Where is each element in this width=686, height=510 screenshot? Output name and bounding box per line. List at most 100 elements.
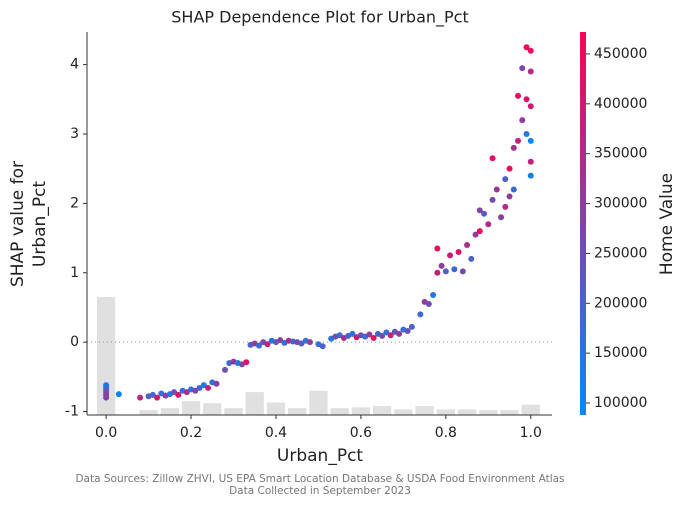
x-tick-label: 0.0: [95, 425, 117, 441]
point: [451, 266, 458, 273]
point: [115, 391, 122, 398]
point: [502, 203, 509, 210]
point: [243, 359, 250, 366]
point: [510, 186, 517, 193]
point: [434, 245, 441, 252]
point: [485, 221, 492, 228]
colorbar-tick-label: 400000: [594, 96, 647, 112]
point: [425, 300, 432, 307]
colorbar-tick-label: 250000: [594, 245, 647, 261]
y-tick-label: 4: [70, 57, 79, 73]
point: [523, 130, 530, 137]
histogram-bar: [245, 392, 264, 415]
point: [506, 165, 513, 172]
point: [459, 268, 466, 275]
histogram-bar: [415, 405, 434, 415]
point: [383, 329, 390, 336]
point: [171, 389, 178, 396]
histogram-bar: [181, 401, 201, 415]
point: [447, 252, 454, 259]
histogram-bar: [139, 410, 158, 415]
footnote: Data Sources: Zillow ZHVI, US EPA Smart …: [75, 473, 564, 485]
histogram-bar: [288, 408, 307, 415]
point: [527, 172, 534, 179]
histogram-bar: [203, 403, 222, 415]
point: [506, 193, 513, 200]
point: [336, 332, 343, 339]
colorbar: [580, 32, 586, 415]
y-axis-label: SHAP value for: [8, 161, 28, 287]
point: [502, 176, 509, 183]
point: [476, 207, 483, 214]
x-tick-label: 0.2: [180, 425, 202, 441]
point: [481, 210, 488, 217]
histogram-bar: [457, 409, 477, 415]
point: [103, 394, 110, 401]
point: [404, 328, 411, 335]
point: [222, 366, 229, 373]
point: [489, 155, 496, 162]
point: [527, 47, 534, 54]
y-tick-label: 2: [70, 195, 79, 211]
histogram-bar: [521, 404, 540, 415]
histogram-bar: [479, 410, 498, 415]
point: [205, 384, 212, 391]
histogram-bar: [96, 297, 116, 415]
histogram-bar: [330, 408, 349, 415]
x-tick-label: 1.0: [520, 425, 542, 441]
chart-title: SHAP Dependence Plot for Urban_Pct: [171, 8, 468, 28]
point: [523, 44, 530, 51]
point: [489, 196, 496, 203]
histogram-bar: [160, 408, 179, 415]
histogram-bar: [500, 410, 519, 415]
colorbar-tick-label: 100000: [594, 395, 647, 411]
point: [417, 311, 424, 318]
point: [277, 337, 284, 344]
point: [192, 387, 199, 394]
colorbar-tick-label: 200000: [594, 295, 647, 311]
point: [349, 330, 356, 337]
point: [438, 262, 445, 269]
colorbar-tick-label: 300000: [594, 196, 647, 212]
point: [527, 158, 534, 165]
point: [154, 394, 161, 401]
point: [387, 332, 394, 339]
point: [319, 343, 326, 350]
x-tick-label: 0.8: [435, 425, 457, 441]
footnote: Data Collected in September 2023: [229, 485, 411, 497]
histogram-bar: [394, 409, 413, 415]
x-tick-label: 0.4: [265, 425, 287, 441]
point: [519, 65, 526, 72]
point: [493, 186, 500, 193]
y-tick-label: 1: [70, 265, 79, 281]
colorbar-label: Home Value: [657, 173, 677, 275]
point: [255, 342, 262, 349]
point: [370, 334, 377, 341]
point: [498, 214, 505, 221]
point: [408, 323, 415, 330]
point: [434, 269, 441, 276]
point: [183, 389, 190, 396]
point: [396, 330, 403, 337]
x-tick-label: 0.6: [350, 425, 372, 441]
point: [464, 242, 471, 249]
point: [510, 144, 517, 151]
point: [472, 231, 479, 238]
colorbar-tick-label: 150000: [594, 345, 647, 361]
point: [366, 331, 373, 338]
point: [515, 92, 522, 99]
histogram-bar: [266, 402, 286, 415]
point: [196, 384, 203, 391]
point: [515, 137, 522, 144]
y-tick-label: 0: [70, 334, 79, 350]
point: [379, 332, 386, 339]
point: [527, 68, 534, 75]
y-tick-label: 3: [70, 126, 79, 142]
y-tick-label: -1: [65, 404, 79, 420]
colorbar-tick-label: 450000: [594, 46, 647, 62]
point: [264, 341, 271, 348]
histogram-bar: [309, 390, 328, 415]
x-axis-label: Urban_Pct: [277, 446, 364, 466]
point: [306, 339, 313, 346]
